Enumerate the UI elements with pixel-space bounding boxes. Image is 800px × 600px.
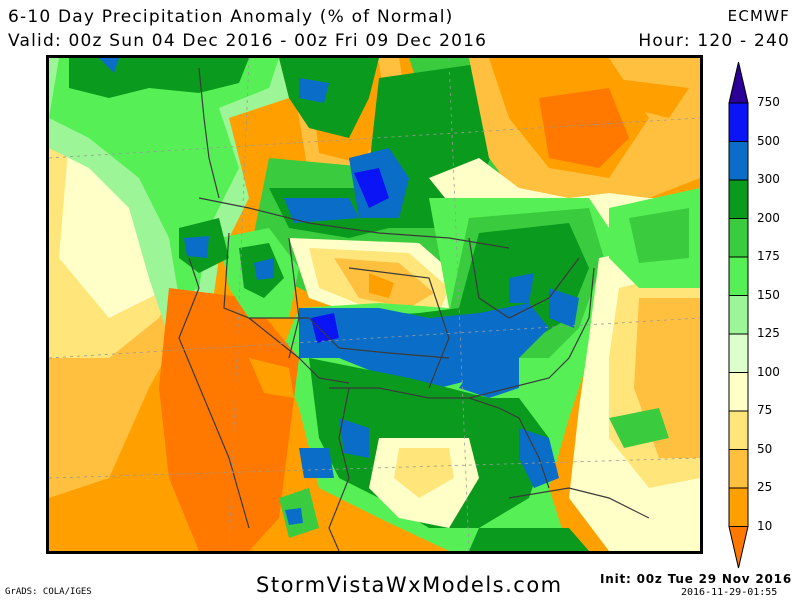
legend-label-100: 100 [757, 365, 780, 379]
valid-period: Valid: 00z Sun 04 Dec 2016 - 00z Fri 09 … [8, 31, 488, 51]
legend-label-200: 200 [757, 211, 780, 225]
legend-label-750: 750 [757, 95, 780, 109]
color-scale-legend: 750 500 300 200 175 150 125 100 75 50 25… [727, 60, 799, 580]
chart-title: 6-10 Day Precipitation Anomaly (% of Nor… [8, 7, 454, 27]
legend-label-10: 10 [757, 519, 773, 533]
init-time: Init: 00z Tue 29 Nov 2016 [600, 572, 792, 586]
legend-label-25: 25 [757, 480, 773, 494]
model-name: ECMWF [727, 7, 790, 25]
forecast-hour-range: Hour: 120 - 240 [638, 31, 790, 51]
site-watermark: StormVistaWxModels.com [256, 573, 563, 597]
legend-label-75: 75 [757, 403, 773, 417]
legend-label-300: 300 [757, 172, 780, 186]
legend-label-500: 500 [757, 134, 780, 148]
grads-credit: GrADS: COLA/IGES [5, 587, 92, 597]
legend-label-175: 175 [757, 249, 780, 263]
legend-label-150: 150 [757, 288, 780, 302]
legend-label-125: 125 [757, 326, 780, 340]
precipitation-anomaly-map [46, 55, 703, 554]
legend-label-50: 50 [757, 442, 773, 456]
generated-timestamp: 2016-11-29-01:55 [681, 587, 778, 598]
